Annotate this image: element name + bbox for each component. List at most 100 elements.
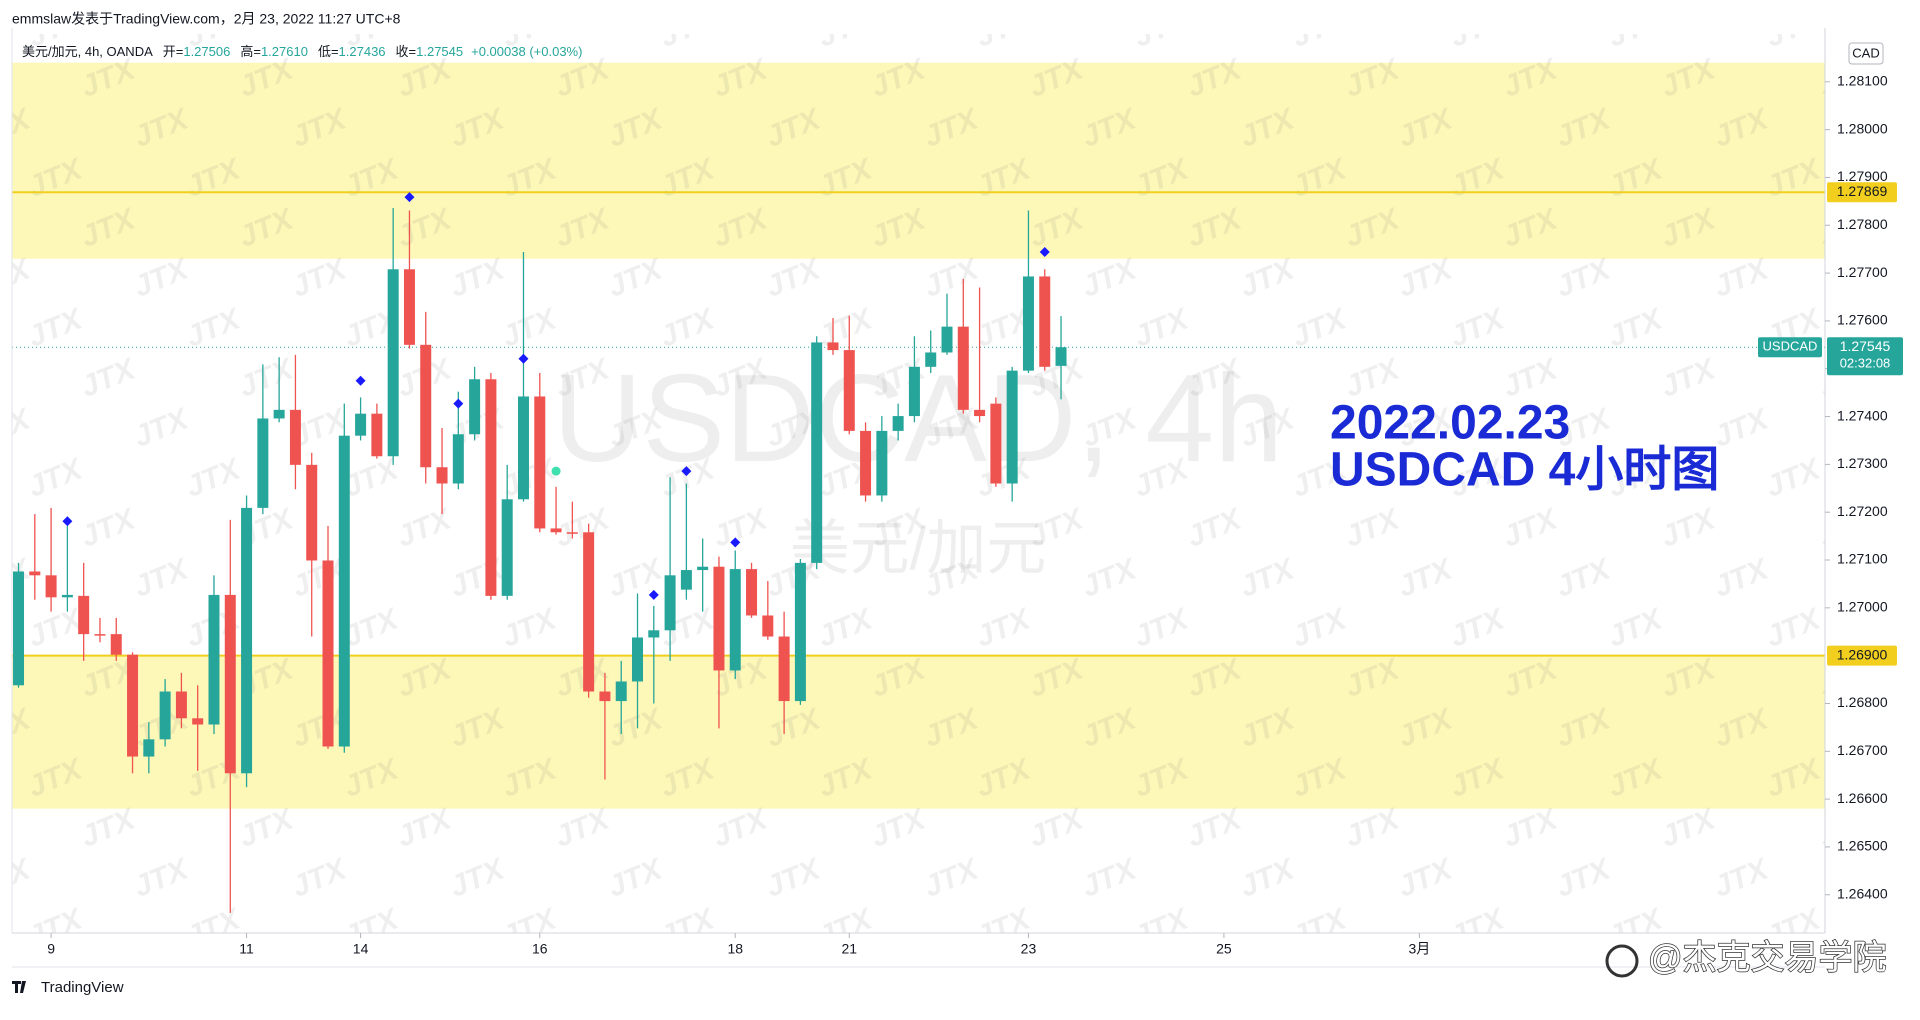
candle-body <box>355 413 367 436</box>
candle-body <box>762 615 774 637</box>
price-line-label-bg <box>1827 182 1897 203</box>
signal-marker <box>730 537 741 548</box>
price-line-label-bg <box>1827 645 1897 666</box>
candle-body <box>729 569 741 671</box>
y-tick-label: 1.26400 <box>1837 885 1888 901</box>
candle-body <box>860 430 872 496</box>
x-tick-label: 25 <box>1216 941 1232 957</box>
candle-body <box>908 366 920 417</box>
symbol-watermark-sub: 美元/加元 <box>790 515 1047 582</box>
candle-body <box>45 575 57 598</box>
x-tick-label: 21 <box>841 941 857 957</box>
candle-body <box>452 434 464 484</box>
candle-body <box>306 464 318 561</box>
ohlc-label: 开= <box>163 44 184 59</box>
y-tick-label: 1.26800 <box>1837 694 1888 710</box>
ohlc-label: 低= <box>318 44 339 59</box>
candle-body <box>338 435 350 747</box>
candle-body <box>61 594 73 598</box>
candle-body <box>94 634 106 636</box>
symbol-line: 美元/加元, 4h, OANDA <box>22 44 153 59</box>
candle-body <box>159 691 171 740</box>
candle-body <box>371 413 383 457</box>
pattern-watermark: JTX <box>1814 52 1879 104</box>
candle-body <box>583 532 595 692</box>
legend-line: 美元/加元, 4h, OANDA 开=1.27506 高=1.27610 低=1.27… <box>22 44 582 59</box>
x-tick-label: 3月 <box>1408 941 1430 957</box>
candle-body <box>550 528 562 533</box>
time-axis-bg <box>0 933 1825 1020</box>
author-line: emmslaw发表于TradingView.com，2月 23, 2022 11… <box>12 11 401 27</box>
y-tick-label: 1.27300 <box>1837 455 1888 471</box>
pattern-watermark: JTX <box>1814 652 1879 704</box>
brand-logo <box>12 981 26 993</box>
candle-body <box>746 569 758 616</box>
candle-body <box>29 571 41 576</box>
last-price-name-bg <box>1758 337 1822 358</box>
candle-body <box>1006 370 1018 484</box>
x-tick-label: 11 <box>239 941 254 957</box>
y-tick-label: 1.27200 <box>1837 503 1888 519</box>
candle-body <box>876 430 888 496</box>
brand: TradingView <box>41 979 124 996</box>
ohlc-label: 收= <box>396 44 417 59</box>
candle-body <box>827 342 839 351</box>
candle-body <box>224 594 236 774</box>
pattern-watermark: JTX <box>1814 502 1879 554</box>
candle-body <box>534 396 546 529</box>
candle-body <box>843 350 855 431</box>
candle-body <box>208 594 220 725</box>
pattern-watermark: JTX <box>1814 802 1879 854</box>
ohlc-value: 1.27436 <box>339 44 386 59</box>
candle-body <box>1022 276 1034 371</box>
y-tick-label: 1.27000 <box>1837 599 1888 615</box>
y-tick-label: 1.27700 <box>1837 264 1888 280</box>
candle-body <box>648 630 660 638</box>
candle-body <box>436 467 448 484</box>
y-tick-label: 1.27600 <box>1837 312 1888 328</box>
candle-body <box>175 691 187 719</box>
candle-body <box>78 595 90 635</box>
last-price-bg <box>1827 337 1903 376</box>
candle-body <box>1039 276 1051 367</box>
x-tick-label: 23 <box>1021 941 1037 957</box>
signal-marker <box>355 375 366 386</box>
currency-box <box>1848 42 1884 65</box>
ohlc-value: 1.27545 <box>416 44 463 59</box>
candle-body <box>778 636 790 702</box>
signal-marker <box>681 466 692 477</box>
credit-logo <box>1605 944 1639 978</box>
candle-body <box>925 352 937 367</box>
price-line-label: 1.27869 <box>1837 183 1888 199</box>
candle-body <box>241 507 253 774</box>
price-line-label: 1.26900 <box>1837 646 1888 662</box>
y-tick-label: 1.26700 <box>1837 742 1888 758</box>
candle-body <box>664 575 676 631</box>
candle-body <box>110 634 122 655</box>
candle-body <box>697 566 709 571</box>
y-tick-label: 1.26600 <box>1837 790 1888 806</box>
y-tick-label: 1.26500 <box>1837 838 1888 854</box>
candle-body <box>469 379 481 435</box>
candle-body <box>941 326 953 353</box>
candle-body <box>811 342 823 563</box>
candle-body <box>485 379 497 596</box>
y-tick-label: 1.27100 <box>1837 551 1888 567</box>
candle-body <box>599 691 611 702</box>
candle-body <box>420 344 432 468</box>
candle-body <box>13 571 25 686</box>
currency-label: CAD <box>1852 45 1879 60</box>
candle-body <box>257 418 269 508</box>
last-price-label: 1.27545 <box>1840 338 1891 354</box>
ohlc-value: 1.27506 <box>183 44 230 59</box>
candle-body <box>387 269 399 457</box>
candle-body <box>632 637 644 682</box>
signal-marker <box>453 398 464 409</box>
annotation: USDCAD 4小时图 <box>1330 444 1719 497</box>
candle-body <box>273 409 285 419</box>
candle-body <box>403 269 415 345</box>
candle-body <box>615 681 627 702</box>
y-tick-label: 1.27900 <box>1837 168 1888 184</box>
signal-marker <box>404 192 415 203</box>
